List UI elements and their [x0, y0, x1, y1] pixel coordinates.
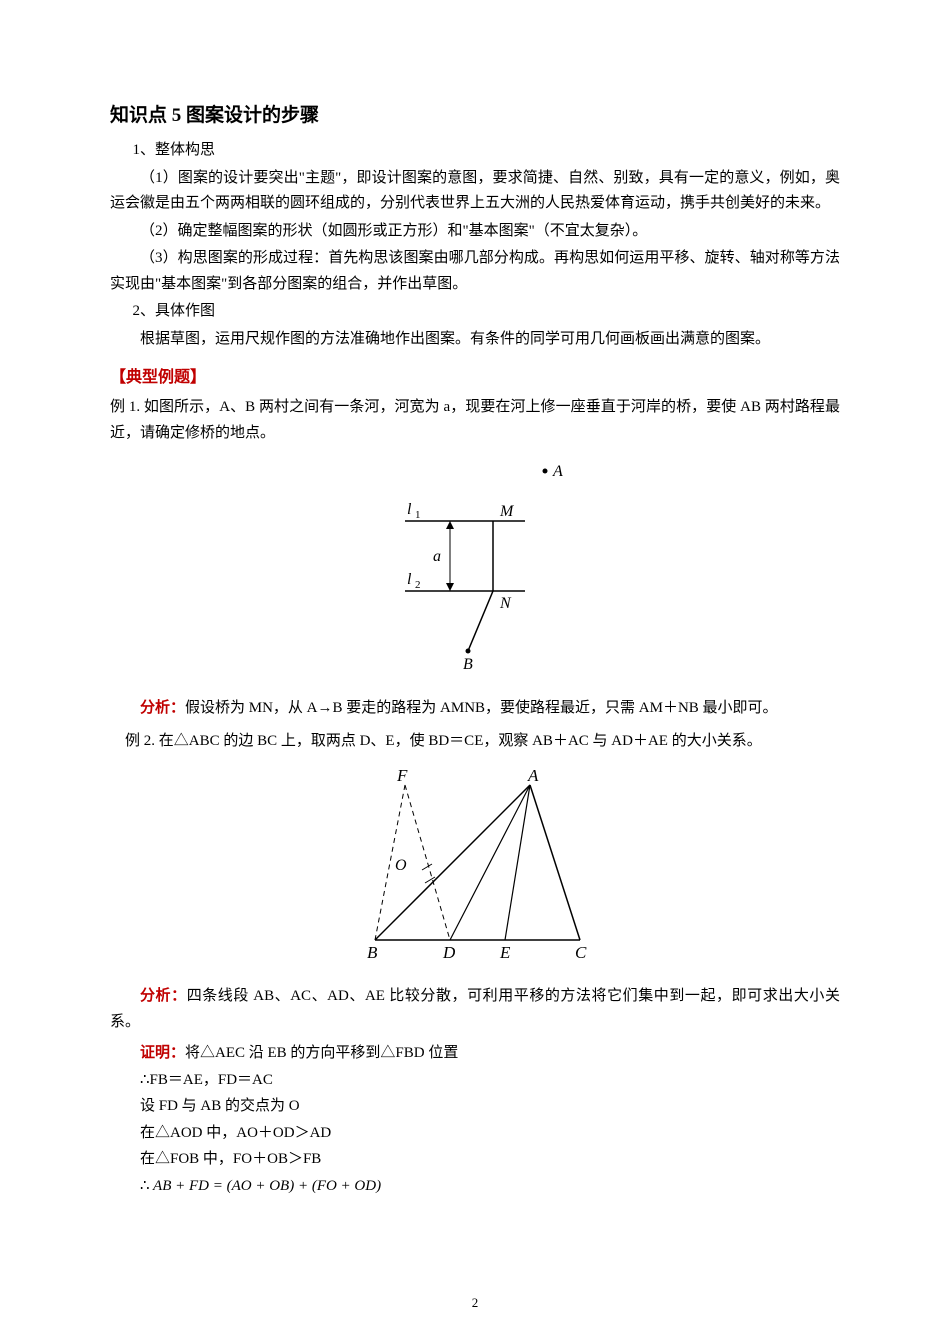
example-1-analysis: 分析：假设桥为 MN，从 A→B 要走的路程为 AMNB，要使路程最近，只需 A…: [110, 696, 840, 722]
figure-1-container: A l 1 M a l 2 N B: [110, 456, 840, 686]
fig2-label-A: A: [527, 766, 539, 785]
figure-2-container: O F A B D E C: [110, 765, 840, 975]
fig1-label-M: M: [499, 503, 515, 520]
figure-2: O F A B D E C: [335, 765, 615, 965]
proof-line-1: 证明：将△AEC 沿 EB 的方向平移到△FBD 位置: [110, 1041, 840, 1067]
point-1-2: （2）确定整幅图案的形状（如圆形或正方形）和"基本图案"（不宜太复杂）。: [110, 219, 840, 245]
item-1: 1、整体构思: [110, 138, 840, 164]
examples-header: 【典型例题】: [110, 364, 840, 391]
analysis-text-1: 假设桥为 MN，从 A→B 要走的路程为 AMNB，要使路程最近，只需 AM＋N…: [185, 700, 778, 716]
fig2-label-E: E: [499, 943, 511, 962]
proof-line-2: ∴FB＝AE，FD＝AC: [110, 1068, 840, 1094]
analysis-label-2: 分析：: [140, 988, 187, 1004]
analysis-text-2: 四条线段 AB、AC、AD、AE 比较分散，可利用平移的方法将它们集中到一起，即…: [110, 988, 840, 1030]
section-title: 知识点 5 图案设计的步骤: [110, 100, 840, 132]
page-number: 2: [472, 1292, 479, 1314]
fig1-label-l1-sub: 1: [415, 509, 421, 521]
fig2-label-D: D: [442, 943, 456, 962]
fig2-label-B: B: [367, 943, 378, 962]
proof-math: AB + FD = (AO + OB) + (FO + OD): [153, 1178, 381, 1194]
fig1-label-A: A: [552, 463, 563, 480]
fig2-label-C: C: [575, 943, 587, 962]
fig2-label-F: F: [396, 766, 408, 785]
proof-line-5: 在△FOB 中，FO＋OB＞FB: [110, 1147, 840, 1173]
fig1-label-B: B: [463, 656, 473, 673]
figure-1: A l 1 M a l 2 N B: [365, 456, 585, 676]
proof-text-1: 将△AEC 沿 EB 的方向平移到△FBD 位置: [185, 1045, 458, 1061]
fig1-label-l2: l: [407, 571, 412, 588]
fig2-label-O: O: [395, 857, 407, 874]
proof-line-4: 在△AOD 中，AO＋OD＞AD: [110, 1121, 840, 1147]
example-1-text: 例 1. 如图所示，A、B 两村之间有一条河，河宽为 a，现要在河上修一座垂直于…: [110, 395, 840, 446]
point-2-1: 根据草图，运用尺规作图的方法准确地作出图案。有条件的同学可用几何画板画出满意的图…: [110, 327, 840, 353]
point-1-3: （3）构思图案的形成过程：首先构思该图案由哪几部分构成。再构思如何运用平移、旋转…: [110, 246, 840, 297]
fig1-label-l1: l: [407, 501, 412, 518]
proof-label: 证明：: [140, 1045, 185, 1061]
analysis-label-1: 分析：: [140, 700, 185, 716]
item-2: 2、具体作图: [110, 299, 840, 325]
fig1-label-a: a: [433, 548, 441, 565]
fig1-label-l2-sub: 2: [415, 579, 421, 591]
proof-line-3: 设 FD 与 AB 的交点为 O: [110, 1094, 840, 1120]
example-2-analysis: 分析：四条线段 AB、AC、AD、AE 比较分散，可利用平移的方法将它们集中到一…: [110, 984, 840, 1035]
fig1-label-N: N: [499, 595, 512, 612]
example-2-text: 例 2. 在△ABC 的边 BC 上，取两点 D、E，使 BD＝CE，观察 AB…: [110, 729, 840, 755]
proof-line-6: ∴ AB + FD = (AO + OB) + (FO + OD): [110, 1174, 840, 1200]
point-1-1: （1）图案的设计要突出"主题"，即设计图案的意图，要求简捷、自然、别致，具有一定…: [110, 166, 840, 217]
